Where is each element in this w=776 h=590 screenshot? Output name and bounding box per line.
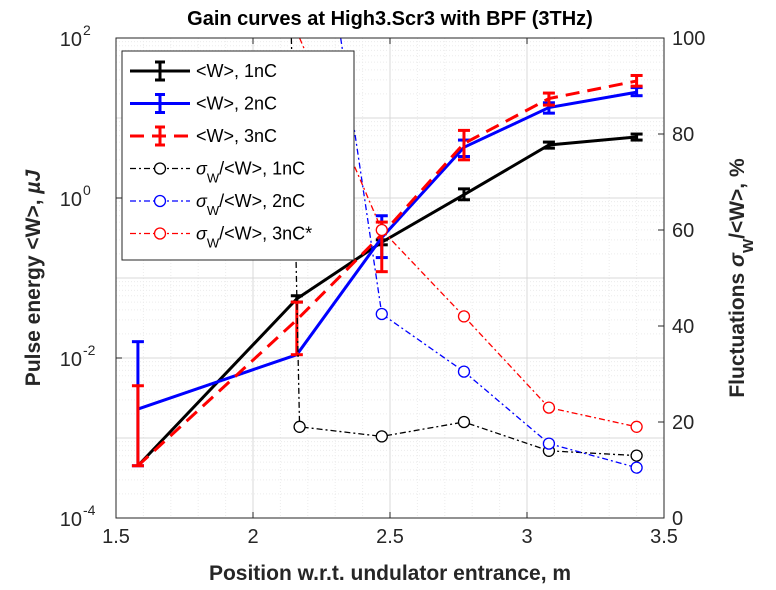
y-right-tick-label: 20 [672,412,694,434]
legend-entry: σW/<W>, 1nC [130,159,305,186]
legend-marker [153,227,167,240]
series-marker [375,430,388,443]
legend-label-suffix: /<W>, 1nC [219,159,305,179]
series-line [136,135,637,467]
legend-label: σW/<W>, 1nC [196,159,305,186]
y-right-tick-label: 60 [672,220,694,242]
y-right-tick-label: 40 [672,316,694,338]
legend-label-suffix: /<W>, 2nC [219,191,305,211]
legend-entry: <W>, 3nC [130,125,277,147]
series-marker [542,401,556,414]
legend-label-sub: W [207,170,220,185]
y-left-tick-exponent: -2 [83,342,96,358]
series-line [290,38,637,457]
x-tick-label: 3.5 [650,526,678,548]
series-line [137,90,637,411]
series-marker [457,310,471,323]
legend-label: σW/<W>, 3nC* [196,224,312,251]
series-marker [630,420,643,433]
legend-label-sub: W [207,235,220,250]
series-marker [457,365,471,378]
series-marker [375,223,388,237]
series-marker [630,449,643,462]
legend-label-sigma: σ [196,224,208,244]
legend-box [121,50,355,261]
y-right-tick-label: 80 [672,124,694,146]
legend-label-sigma: σ [196,191,208,211]
series-4 [340,38,643,474]
y-axis-left-label: Pulse energy <W>, µJ [22,168,45,386]
y-axis-right-label-sigma: σ [726,252,749,267]
legend-entry: <W>, 1nC [130,60,277,82]
legend-label: <W>, 3nC [196,126,277,146]
legend-entry: σW/<W>, 3nC* [130,224,312,251]
y-left-tick-exponent: -4 [83,502,96,518]
series-marker [375,307,388,321]
legend-marker [153,194,167,208]
series-3 [290,38,643,462]
y-axis-right-label-sub: W [740,238,757,253]
legend-label-sub: W [207,203,220,218]
x-axis-label: Position w.r.t. undulator entrance, m [209,562,571,585]
x-tick-label: 2.5 [376,526,404,548]
y-right-tick-label: 100 [672,28,705,50]
x-tick-label: 2 [247,526,258,548]
legend-label-suffix: /<W>, 3nC* [219,224,312,244]
series-marker [457,415,471,429]
legend-marker [153,162,167,175]
y-left-tick-label: 10 [60,349,82,371]
y-right-tick-label: 0 [672,508,683,530]
grid [115,38,665,519]
x-tick-label: 1.5 [102,526,130,548]
series-line [136,79,637,467]
legend-label: <W>, 1nC [196,61,277,81]
y-axis-left-label-text: Pulse energy <W>, [22,194,45,387]
y-left-tick-exponent: 2 [83,22,91,38]
y-axis-right-label-suffix: /<W>, % [726,158,749,239]
legend-entry: <W>, 2nC [130,93,277,114]
y-axis-left-label-unit: µJ [22,168,45,194]
y-left-tick-label: 10 [60,29,82,51]
series-layer [131,38,643,474]
legend-label: σW/<W>, 2nC [196,191,305,218]
x-tick-label: 3 [521,526,532,548]
y-left-tick-label: 10 [60,189,82,211]
series-marker [293,420,306,433]
series-marker [630,461,643,474]
legend-entry: σW/<W>, 2nC [130,191,305,218]
chart-title: Gain curves at High3.Scr3 with BPF (3THz… [187,8,593,30]
legend-label-sigma: σ [196,159,208,179]
legend-label: <W>, 2nC [196,94,277,114]
y-axis-right-label-prefix: Fluctuations [726,267,749,398]
y-left-tick-exponent: 0 [83,182,91,198]
y-left-tick-label: 10 [60,509,82,531]
series-5 [298,38,643,433]
series-marker [542,437,556,450]
y-axis-right-label: Fluctuations σW/<W>, % [726,158,757,398]
